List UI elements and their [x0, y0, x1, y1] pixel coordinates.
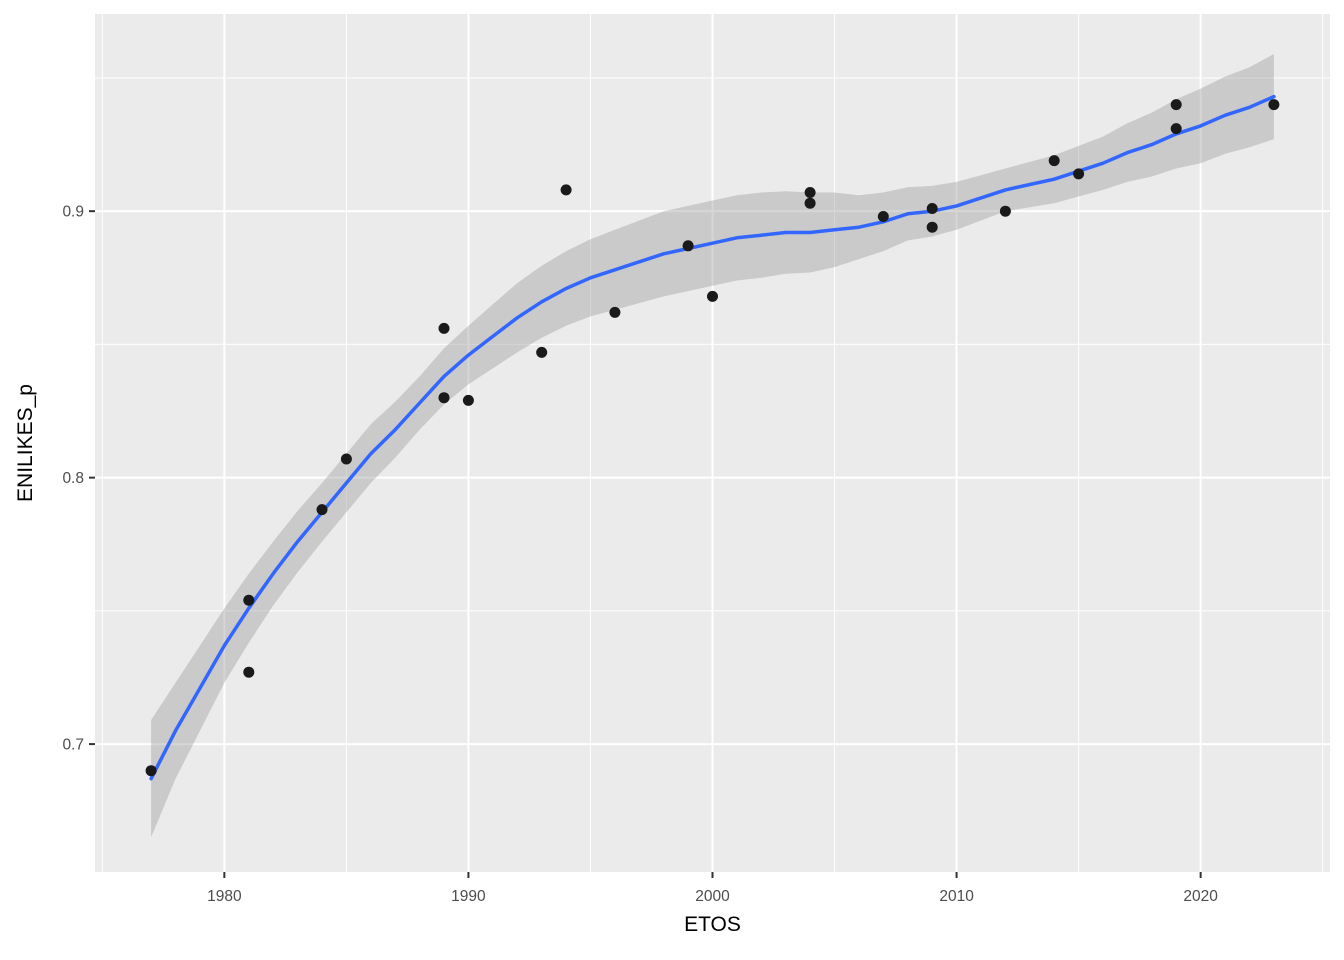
data-point [316, 504, 328, 516]
data-point [340, 453, 352, 465]
x-tick-label: 2000 [695, 888, 730, 905]
x-axis-title: ETOS [684, 913, 741, 936]
data-point [877, 211, 889, 222]
data-point [243, 594, 255, 606]
data-point [609, 306, 621, 318]
data-point [1048, 155, 1060, 167]
data-point [999, 205, 1011, 217]
x-tick-label: 1980 [207, 888, 242, 905]
y-tick-label: 0.7 [62, 737, 84, 754]
data-point [243, 666, 255, 678]
data-point [438, 322, 450, 334]
data-point [707, 290, 718, 302]
y-tick-label: 0.9 [62, 204, 84, 221]
data-point [804, 187, 816, 198]
data-point [536, 346, 548, 358]
data-point [462, 394, 474, 406]
x-tick-label: 2020 [1183, 888, 1218, 905]
x-tick-label: 2010 [939, 888, 974, 905]
data-point [1073, 168, 1085, 180]
smooth-line [149, 94, 1276, 781]
y-tick-label: 0.8 [62, 470, 84, 487]
data-point [1170, 99, 1182, 111]
data-point [682, 240, 694, 252]
data-point [926, 221, 938, 233]
confidence-band [151, 54, 1274, 838]
data-point [560, 184, 572, 196]
x-tick-label: 1990 [451, 888, 486, 905]
data-point [1170, 123, 1182, 135]
data-point [438, 392, 450, 404]
data-point [145, 765, 157, 777]
y-axis-title: ENILIKES_p [14, 384, 37, 502]
data-point [804, 197, 816, 209]
data-point [926, 203, 938, 214]
data-point [1268, 99, 1280, 111]
